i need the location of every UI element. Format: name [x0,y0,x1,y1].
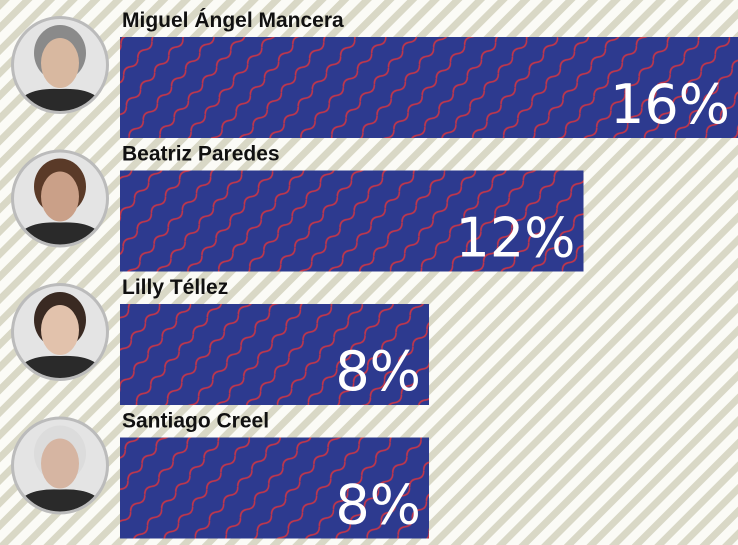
portraits [11,16,109,515]
value-label: 16% [610,73,730,136]
portrait-photo [14,286,106,378]
bar-texture [120,437,429,539]
portrait [11,416,109,515]
value-label: 8% [335,474,421,537]
bar-texture [120,304,429,405]
face [41,38,79,88]
portrait [11,283,109,381]
face [41,438,79,489]
value-label: 12% [455,207,575,270]
candidate-name: Miguel Ángel Mancera [122,9,344,32]
candidate-name: Beatriz Paredes [122,143,280,166]
portrait-photo [14,419,106,512]
portrait-photo [14,19,106,111]
value-label: 8% [335,340,421,403]
face [41,171,79,222]
portrait [11,16,109,114]
portrait [11,149,109,248]
candidate-name: Lilly Téllez [122,276,228,299]
face [41,305,79,355]
portrait-photo [14,152,106,245]
bar-texture [120,170,584,272]
candidate-name: Santiago Creel [122,410,269,433]
bar-texture [120,37,738,138]
